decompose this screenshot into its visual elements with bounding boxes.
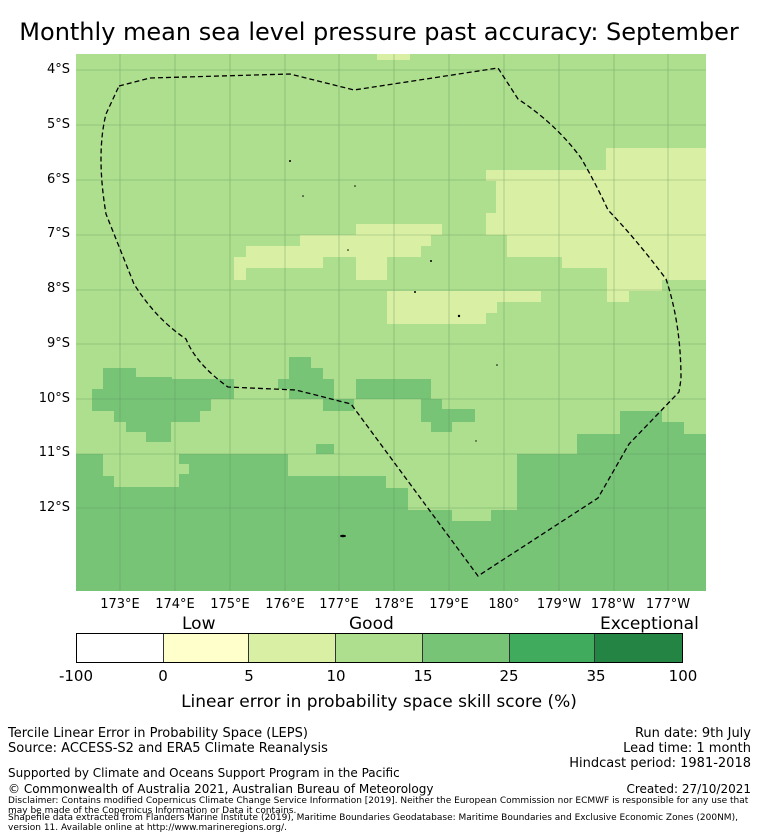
lon-label: 179°E [429,597,469,612]
colorbar [76,633,683,663]
lead-time: Lead time: 1 month [623,741,751,756]
disclaimer: Disclaimer: Contains modified Copernicus… [8,796,749,816]
category-good: Good [349,614,394,634]
colorbar-tick: -100 [58,667,94,685]
lat-label: 5°S [46,117,70,132]
lat-label: 6°S [46,172,70,187]
category-exceptional: Exceptional [600,614,699,634]
category-low: Low [182,614,216,634]
footer-method: Tercile Linear Error in Probability Spac… [8,726,308,741]
lat-label: 8°S [46,281,70,296]
lon-label: 178°W [590,597,636,612]
colorbar-title: Linear error in probability space skill … [181,692,577,712]
colorbar-tick: 10 [326,667,346,685]
lat-label: 7°S [46,226,70,241]
colorbar-segment [509,634,596,662]
islands [289,160,498,538]
skill-map [76,54,706,591]
colorbar-tick: 5 [244,667,254,685]
colorbar-tick: 25 [499,667,519,685]
lat-label: 4°S [46,62,70,77]
shapefile-credit: Shapefile data extracted from Flanders M… [8,813,738,833]
created-date: Created: 27/10/2021 [626,782,751,796]
colorbar-tick: 15 [413,667,433,685]
lat-label: 11°S [38,445,70,460]
colorbar-tick: 100 [668,667,698,685]
band-5-10-regions [234,54,706,324]
lon-label: 179°W [536,597,582,612]
lon-label: 175°E [210,597,250,612]
hindcast-period: Hindcast period: 1981-2018 [569,756,751,771]
lon-label: 180° [488,597,520,612]
footer-source: Source: ACCESS-S2 and ERA5 Climate Reana… [8,741,328,756]
lon-label: 173°E [100,597,140,612]
colorbar-segment [595,634,683,662]
lon-label: 176°E [265,597,305,612]
colorbar-tick: 0 [158,667,168,685]
colorbar-segment [163,634,250,662]
map-title: Monthly mean sea level pressure past acc… [19,18,739,46]
colorbar-tick: 35 [586,667,606,685]
lon-label: 174°E [155,597,195,612]
colorbar-segment [77,634,164,662]
footer-copyright: © Commonwealth of Australia 2021, Austra… [8,782,434,796]
band-10-15-patches [76,399,620,487]
run-date: Run date: 9th July [634,726,751,741]
lon-label: 177°E [319,597,359,612]
colorbar-segment [336,634,423,662]
lon-label: 178°E [374,597,414,612]
lat-label: 9°S [46,336,70,351]
lon-label: 177°W [645,597,691,612]
lat-label: 12°S [38,500,70,515]
colorbar-segment [249,634,337,662]
eez-boundary [100,67,682,577]
skill-map-svg [76,54,706,591]
graticule [76,54,706,591]
footer-supported: Supported by Climate and Oceans Support … [8,766,400,780]
colorbar-segment [422,634,510,662]
lat-label: 10°S [38,391,70,406]
